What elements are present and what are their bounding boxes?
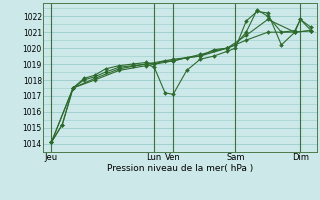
X-axis label: Pression niveau de la mer( hPa ): Pression niveau de la mer( hPa ): [107, 164, 253, 173]
